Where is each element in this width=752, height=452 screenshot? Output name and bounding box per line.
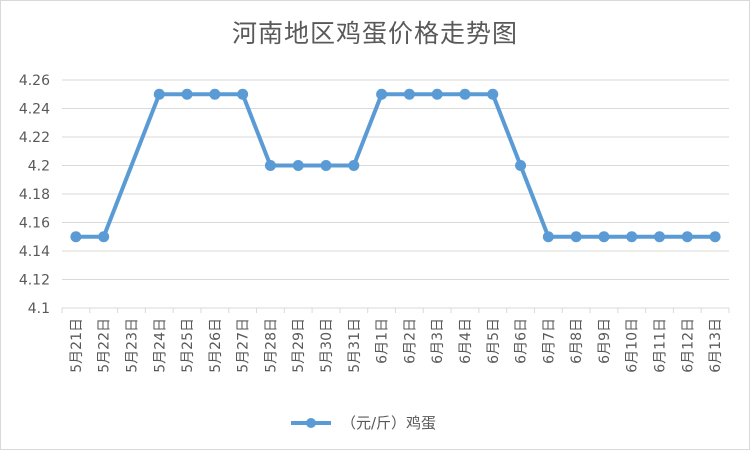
- x-tick-label: 5月27日: [236, 318, 252, 373]
- data-point: [709, 231, 721, 243]
- x-tick-label: 5月25日: [180, 318, 196, 373]
- x-tick-label: 6月4日: [458, 318, 474, 364]
- data-point: [487, 88, 499, 100]
- x-tick-label: 6月2日: [402, 318, 418, 364]
- data-point: [459, 88, 471, 100]
- data-point: [431, 88, 443, 100]
- chart-title: 河南地区鸡蛋价格走势图: [231, 19, 518, 48]
- y-tick-label: 4.2: [28, 159, 50, 175]
- x-tick-label: 6月13日: [708, 318, 724, 373]
- x-tick-label: 5月26日: [208, 318, 224, 373]
- y-tick-label: 4.26: [19, 73, 50, 89]
- data-point: [209, 88, 221, 100]
- data-point: [598, 231, 610, 243]
- x-tick-label: 6月12日: [680, 318, 696, 373]
- x-tick-label: 6月9日: [597, 318, 613, 364]
- x-tick-label: 6月7日: [541, 318, 557, 364]
- x-tick-label: 6月11日: [653, 318, 669, 373]
- data-point: [626, 231, 638, 243]
- data-point: [376, 88, 388, 100]
- data-point: [237, 88, 249, 100]
- x-tick-label: 6月5日: [486, 318, 502, 364]
- data-point: [264, 160, 276, 171]
- y-tick-label: 4.22: [19, 130, 50, 146]
- x-tick-label: 6月10日: [625, 318, 641, 373]
- gridlines: [62, 79, 729, 280]
- y-axis-tick-labels: 4.1 4.12 4.14 4.16 4.18 4.2 4.22 4.24 4.26: [19, 73, 50, 317]
- x-tick-label: 5月28日: [263, 318, 279, 373]
- data-point: [654, 231, 666, 243]
- y-tick-label: 4.12: [19, 273, 50, 289]
- x-tick-label: 5月23日: [124, 318, 140, 373]
- y-tick-label: 4.1: [28, 301, 50, 317]
- legend-label: （元/斤）鸡蛋: [341, 414, 437, 432]
- y-tick-label: 4.24: [19, 102, 50, 118]
- data-point: [181, 88, 193, 100]
- data-point: [403, 88, 415, 100]
- data-point: [681, 231, 693, 243]
- data-point: [153, 88, 165, 100]
- x-tick-label: 5月31日: [347, 318, 363, 373]
- data-point: [98, 231, 110, 243]
- y-tick-label: 4.14: [19, 244, 50, 260]
- legend: （元/斤）鸡蛋: [291, 412, 436, 433]
- x-tick-label: 6月3日: [430, 318, 446, 364]
- x-axis-tick-labels: 5月21日 5月22日 5月23日 5月24日 5月25日 5月26日 5月27日 5月28日…: [69, 318, 724, 373]
- data-point: [70, 231, 82, 243]
- x-tick-label: 5月30日: [319, 318, 335, 373]
- legend-marker-icon: [291, 417, 331, 428]
- y-tick-label: 4.16: [19, 216, 50, 232]
- x-axis: [61, 307, 730, 313]
- x-tick-label: 6月6日: [514, 318, 530, 364]
- data-point: [348, 160, 360, 171]
- data-point: [292, 160, 304, 171]
- x-tick-label: 5月24日: [152, 318, 168, 373]
- data-point: [320, 160, 332, 171]
- x-tick-label: 6月1日: [375, 318, 391, 364]
- y-tick-label: 4.18: [19, 187, 50, 203]
- x-tick-label: 5月22日: [97, 318, 113, 373]
- series-group: [70, 88, 721, 243]
- x-tick-label: 6月8日: [569, 318, 585, 364]
- data-point: [542, 231, 554, 243]
- x-tick-label: 5月21日: [69, 318, 85, 373]
- data-point: [570, 231, 582, 243]
- x-tick-label: 5月29日: [291, 318, 307, 373]
- data-point: [515, 160, 527, 171]
